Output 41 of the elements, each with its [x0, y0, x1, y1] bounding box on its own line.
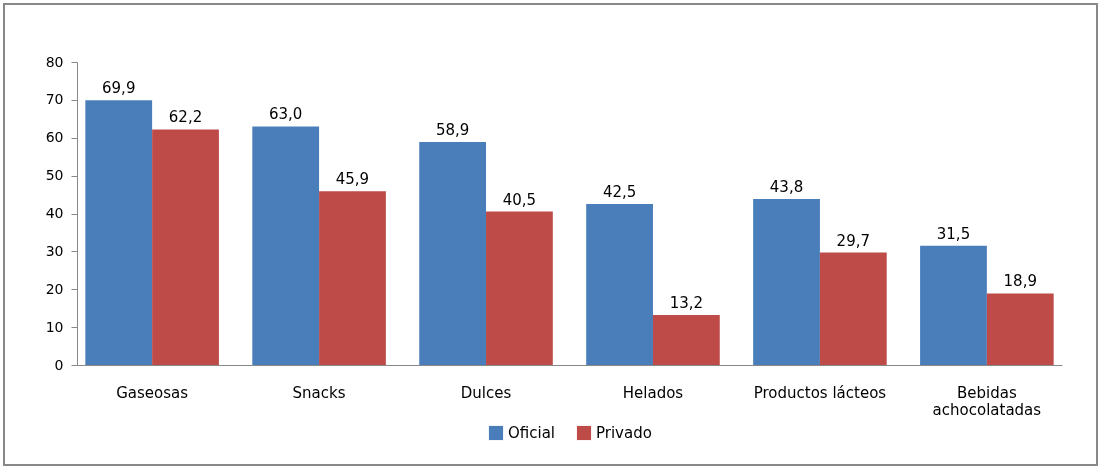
y-tick-label: 80: [45, 53, 64, 70]
data-label: 69,9: [102, 79, 136, 98]
data-label: 63,0: [268, 105, 303, 124]
x-tick-label: Dulces: [460, 383, 512, 402]
data-label: 29,7: [836, 231, 871, 250]
bar: [85, 100, 153, 365]
y-tick-label: 50: [45, 167, 64, 184]
legend-label: Oficial: [508, 424, 556, 442]
data-label: 58,9: [435, 120, 470, 139]
data-label: 31,5: [936, 224, 971, 243]
data-label: 13,2: [669, 294, 704, 313]
bar: [753, 199, 820, 365]
y-tick-label: 10: [45, 318, 64, 335]
y-tick-label: 70: [45, 91, 64, 108]
data-label: 40,5: [502, 190, 537, 209]
data-label: 62,2: [168, 108, 203, 127]
x-tick-label: Gaseosas: [116, 383, 189, 402]
y-tick-label: 40: [45, 205, 64, 221]
bar: [319, 191, 386, 365]
bar: [920, 245, 987, 365]
y-tick-label: 30: [45, 242, 64, 259]
bar: [586, 204, 653, 365]
x-tick-label: Bebidas achocolatadas: [932, 383, 1042, 419]
data-label: 43,8: [769, 178, 804, 197]
x-tick-label: Productos lácteos: [753, 383, 887, 402]
data-label: 18,9: [1003, 272, 1037, 291]
data-label: 45,9: [335, 170, 370, 189]
bar: [152, 129, 219, 365]
bar: [652, 315, 720, 365]
bar: [252, 126, 320, 365]
bar: [419, 141, 487, 365]
y-tick-label: 20: [45, 280, 64, 297]
x-tick-label: Snacks: [292, 383, 346, 402]
bar: [986, 293, 1054, 365]
bar: [486, 211, 553, 365]
legend-label: Privado: [596, 424, 652, 442]
x-tick-label: Helados: [622, 383, 684, 402]
y-tick-label: 0: [54, 356, 64, 373]
data-label: 42,5: [602, 183, 637, 202]
y-tick-label: 60: [45, 129, 64, 146]
bar: [819, 252, 887, 365]
